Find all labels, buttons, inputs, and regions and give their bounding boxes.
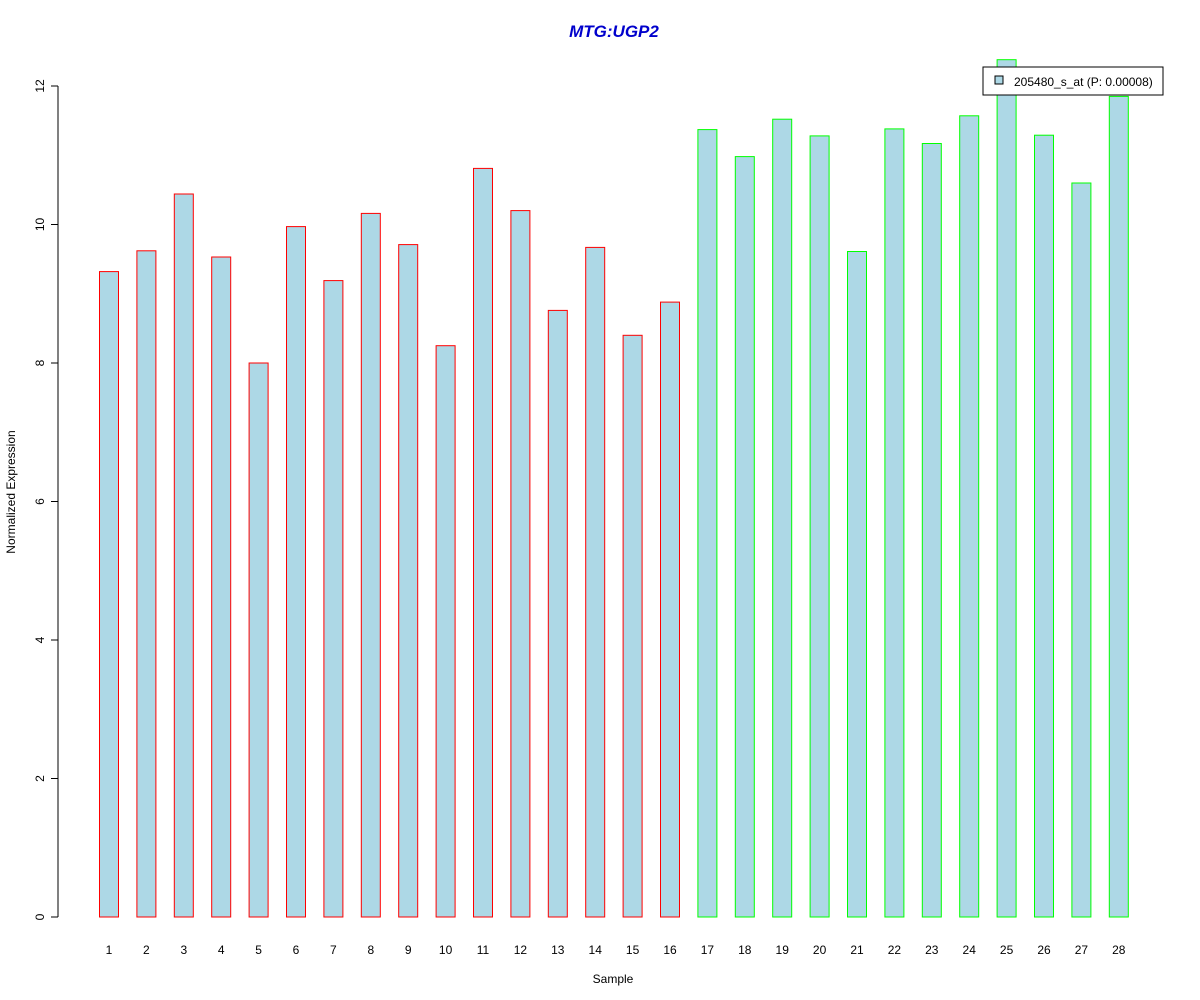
y-axis-title: Normalized Expression bbox=[4, 430, 18, 553]
bar-sample-17 bbox=[697, 129, 718, 918]
x-tick-label: 18 bbox=[738, 943, 752, 957]
bar-sample-20 bbox=[809, 135, 830, 918]
x-tick-label: 25 bbox=[1000, 943, 1014, 957]
bar-sample-28 bbox=[1108, 95, 1129, 918]
legend: 205480_s_at (P: 0.00008) bbox=[982, 66, 1164, 96]
bar-sample-15 bbox=[622, 334, 643, 918]
chart-title: MTG:UGP2 bbox=[569, 22, 659, 41]
y-tick-label: 6 bbox=[33, 498, 47, 505]
y-tick-label: 4 bbox=[33, 636, 47, 643]
x-tick-label: 10 bbox=[439, 943, 453, 957]
x-tick-label: 22 bbox=[888, 943, 902, 957]
bar-sample-11 bbox=[473, 167, 493, 918]
x-axis-labels: 1 2 3 4 5 6 7 8 9 10 11 12 13 14 15 16 17 18 19 20 21 22 23 24 2… bbox=[106, 943, 1126, 957]
x-tick-label: 15 bbox=[626, 943, 640, 957]
y-tick-label: 2 bbox=[33, 775, 47, 782]
bar-sample-21 bbox=[847, 251, 867, 918]
y-tick-label: 0 bbox=[33, 913, 47, 920]
bar-sample-18 bbox=[734, 156, 755, 918]
x-tick-label: 16 bbox=[663, 943, 677, 957]
x-tick-label: 13 bbox=[551, 943, 565, 957]
bar-sample-8 bbox=[360, 212, 381, 918]
x-tick-label: 3 bbox=[180, 943, 187, 957]
x-tick-label: 7 bbox=[330, 943, 337, 957]
y-tick-label: 12 bbox=[33, 79, 47, 93]
bars bbox=[99, 59, 1129, 918]
x-tick-label: 20 bbox=[813, 943, 827, 957]
x-tick-label: 14 bbox=[589, 943, 603, 957]
bar-sample-19 bbox=[772, 118, 793, 918]
x-tick-label: 23 bbox=[925, 943, 939, 957]
bar-sample-16 bbox=[660, 301, 680, 918]
bar-sample-4 bbox=[211, 256, 232, 918]
bar-sample-6 bbox=[286, 226, 306, 918]
x-tick-label: 28 bbox=[1112, 943, 1126, 957]
bar-sample-7 bbox=[323, 280, 344, 918]
y-tick-label: 8 bbox=[33, 359, 47, 366]
x-tick-label: 1 bbox=[106, 943, 113, 957]
bar-sample-22 bbox=[884, 128, 905, 918]
x-tick-label: 12 bbox=[514, 943, 528, 957]
x-tick-label: 8 bbox=[367, 943, 374, 957]
x-axis-title: Sample bbox=[593, 972, 634, 986]
x-tick-label: 2 bbox=[143, 943, 150, 957]
bar-sample-13 bbox=[547, 309, 568, 918]
x-tick-label: 24 bbox=[963, 943, 977, 957]
bar-sample-1 bbox=[99, 271, 119, 918]
bar-sample-23 bbox=[921, 143, 942, 918]
bar-sample-26 bbox=[1034, 134, 1054, 918]
x-tick-label: 19 bbox=[776, 943, 790, 957]
bar-sample-14 bbox=[585, 246, 606, 918]
x-tick-label: 11 bbox=[477, 943, 490, 957]
y-axis: 0 2 4 6 8 10 12 bbox=[33, 79, 59, 920]
legend-label: 205480_s_at (P: 0.00008) bbox=[1014, 75, 1153, 89]
bar-sample-3 bbox=[173, 193, 194, 918]
x-tick-label: 5 bbox=[255, 943, 262, 957]
x-tick-label: 4 bbox=[218, 943, 225, 957]
bar-sample-2 bbox=[136, 250, 157, 918]
x-tick-label: 27 bbox=[1075, 943, 1089, 957]
x-tick-label: 26 bbox=[1037, 943, 1051, 957]
bar-sample-10 bbox=[435, 345, 456, 918]
y-tick-label: 10 bbox=[33, 218, 47, 232]
x-tick-label: 21 bbox=[850, 943, 864, 957]
legend-swatch bbox=[994, 75, 1004, 85]
bar-sample-9 bbox=[398, 244, 419, 918]
bar-sample-27 bbox=[1071, 182, 1092, 918]
bar-sample-12 bbox=[510, 210, 531, 918]
bar-sample-5 bbox=[248, 362, 269, 918]
x-tick-label: 6 bbox=[293, 943, 300, 957]
bar-sample-25 bbox=[996, 59, 1017, 918]
legend-box bbox=[982, 66, 1164, 96]
bar-sample-24 bbox=[959, 115, 980, 918]
x-tick-label: 17 bbox=[701, 943, 715, 957]
x-tick-label: 9 bbox=[405, 943, 412, 957]
